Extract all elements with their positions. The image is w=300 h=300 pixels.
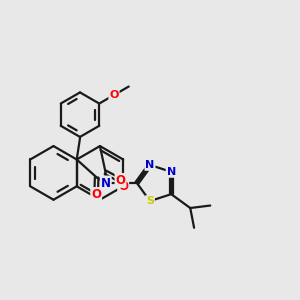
Text: O: O [118,180,128,193]
Text: S: S [146,196,154,206]
Text: N: N [146,160,154,170]
Text: N: N [167,167,176,177]
Text: O: O [91,188,101,201]
Text: N: N [101,176,111,190]
Text: O: O [109,90,119,100]
Text: O: O [116,174,125,187]
